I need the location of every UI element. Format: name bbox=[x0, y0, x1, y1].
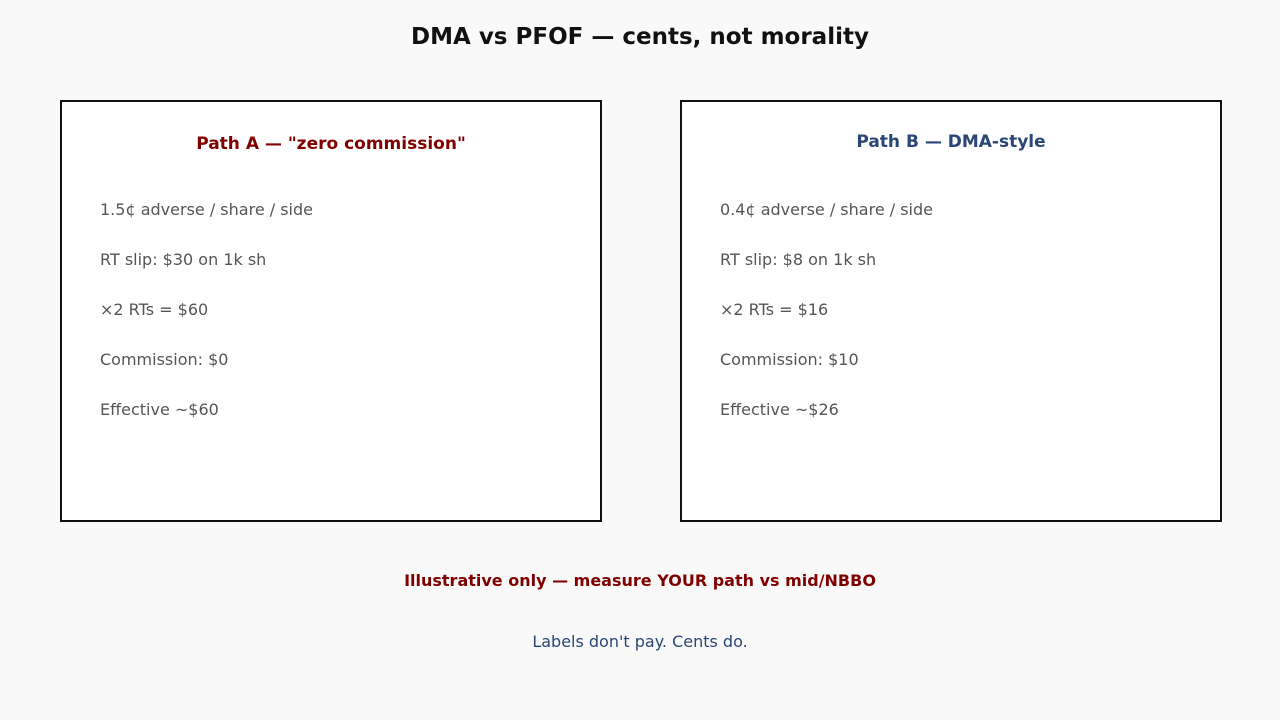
path-b-effective-cost: Effective ~$26 bbox=[720, 400, 839, 419]
path-b-two-round-trips: ×2 RTs = $16 bbox=[720, 300, 829, 319]
path-b-cost-list: 0.4¢ adverse / share / side RT slip: $8 … bbox=[720, 200, 933, 450]
path-b-title: Path B — DMA-style bbox=[856, 132, 1046, 152]
path-b-commission: Commission: $10 bbox=[720, 350, 859, 369]
path-a-commission: Commission: $0 bbox=[100, 350, 229, 369]
path-a-effective-cost: Effective ~$60 bbox=[100, 400, 219, 419]
path-a-round-trip-slip: RT slip: $30 on 1k sh bbox=[100, 250, 267, 269]
path-b-panel: Path B — DMA-style 0.4¢ adverse / share … bbox=[680, 100, 1222, 522]
page-title: DMA vs PFOF — cents, not morality bbox=[411, 24, 869, 50]
path-b-round-trip-slip: RT slip: $8 on 1k sh bbox=[720, 250, 877, 269]
path-a-two-round-trips: ×2 RTs = $60 bbox=[100, 300, 209, 319]
path-a-cost-list: 1.5¢ adverse / share / side RT slip: $30… bbox=[100, 200, 313, 450]
path-a-adverse-per-share: 1.5¢ adverse / share / side bbox=[100, 200, 313, 219]
path-a-panel: Path A — "zero commission" 1.5¢ adverse … bbox=[60, 100, 602, 522]
path-b-adverse-per-share: 0.4¢ adverse / share / side bbox=[720, 200, 933, 219]
tagline: Labels don't pay. Cents do. bbox=[532, 632, 748, 651]
path-a-title: Path A — "zero commission" bbox=[196, 134, 466, 154]
illustrative-note: Illustrative only — measure YOUR path vs… bbox=[404, 571, 876, 590]
